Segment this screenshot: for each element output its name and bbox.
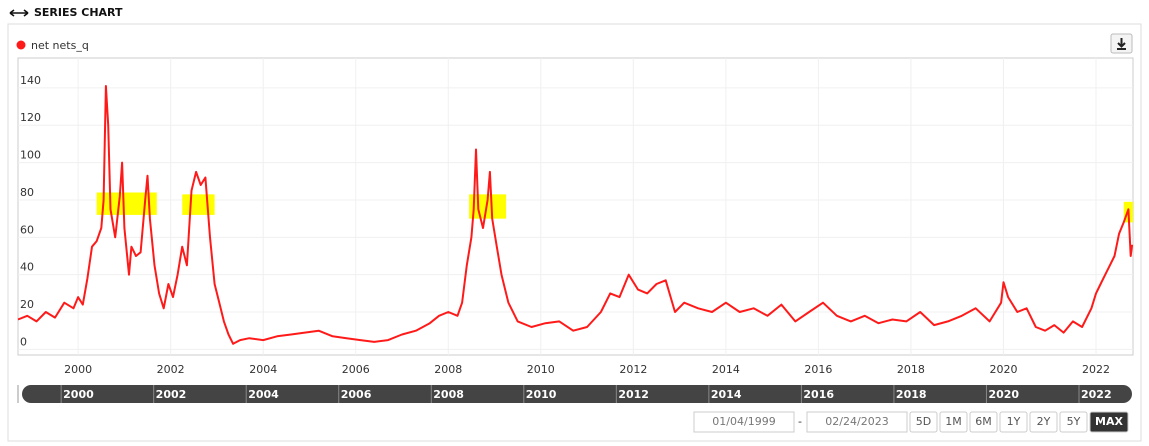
y-tick-label: 20 [20,298,34,311]
date-input[interactable] [693,411,795,433]
navigator-bar[interactable] [22,385,1132,403]
y-tick-label: 140 [20,74,41,87]
range-button-label[interactable]: MAX [1095,415,1123,428]
date-separator: - [798,415,802,428]
navigator-label: 2014 [711,388,742,401]
range-button-label[interactable]: 1Y [1007,415,1021,428]
range-button[interactable] [999,411,1028,433]
header-title: SERIES CHART [34,6,123,19]
range-button-label[interactable]: 6M [975,415,992,428]
range-button-label[interactable]: 5D [916,415,931,428]
x-tick-label: 2018 [897,363,925,376]
x-tick-label: 2016 [804,363,832,376]
navigator-label: 2022 [1081,388,1112,401]
date-input-text[interactable]: 01/04/1999 [712,415,775,428]
x-tick-label: 2000 [64,363,92,376]
range-button-label[interactable]: 5Y [1067,415,1081,428]
navigator-label: 2012 [618,388,649,401]
range-button[interactable] [1059,411,1088,433]
highlight [182,194,215,215]
range-controls: 01/04/1999 - 02/24/2023 5D 1M 6M 1Y 2Y 5Y MAX [693,411,1129,433]
range-button[interactable] [939,411,968,433]
x-tick-label: 2002 [157,363,185,376]
navigator-label: 2002 [156,388,187,401]
navigator-label: 2016 [803,388,834,401]
range-button-label[interactable]: 2Y [1037,415,1051,428]
x-tick-label: 2012 [619,363,647,376]
x-tick-label: 2006 [342,363,370,376]
legend-marker [16,40,26,50]
highlight [96,192,157,215]
expand-icon [9,9,29,17]
download-button[interactable] [1110,33,1133,54]
download-icon [1117,38,1126,50]
y-tick-label: 40 [20,261,34,274]
date-input-text[interactable]: 02/24/2023 [825,415,888,428]
navigator-label: 2004 [248,388,279,401]
navigator-label: 2020 [988,388,1019,401]
legend-label: net nets_q [31,39,89,52]
navigator-label: 2000 [63,388,94,401]
navigator-label: 2018 [896,388,927,401]
y-tick-label: 120 [20,111,41,124]
range-button[interactable] [969,411,998,433]
range-button[interactable] [1089,411,1129,433]
series-line [17,85,1134,345]
header: SERIES CHART [9,6,123,19]
x-tick-label: 2014 [712,363,740,376]
x-tick-label: 2020 [989,363,1017,376]
range-button-label[interactable]: 1M [945,415,962,428]
y-tick-label: 60 [20,223,34,236]
navigator-label: 2008 [433,388,464,401]
chart-frame [7,23,1142,442]
date-input[interactable] [806,411,908,433]
x-tick-label: 2008 [434,363,462,376]
y-tick-label: 100 [20,149,41,162]
navigator-label: 2006 [341,388,372,401]
range-button[interactable] [1029,411,1058,433]
y-tick-label: 0 [20,335,27,348]
x-tick-label: 2022 [1082,363,1110,376]
range-button[interactable] [909,411,938,433]
x-tick-label: 2004 [249,363,277,376]
x-tick-label: 2010 [527,363,555,376]
navigator-label: 2010 [526,388,557,401]
y-tick-label: 80 [20,186,34,199]
